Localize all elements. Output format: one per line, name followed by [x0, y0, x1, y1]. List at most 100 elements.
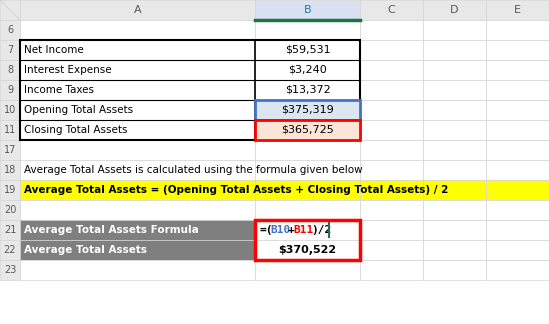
Text: =(: =( — [259, 225, 272, 235]
Bar — [255, 40, 360, 60]
Bar — [486, 220, 549, 240]
Text: B: B — [304, 5, 311, 15]
Bar — [423, 200, 486, 220]
Bar — [486, 200, 549, 220]
Text: 22: 22 — [4, 245, 16, 255]
Bar — [255, 240, 360, 260]
Text: 18: 18 — [4, 165, 16, 175]
Bar — [360, 40, 423, 60]
Text: Net Income: Net Income — [24, 45, 84, 55]
Bar — [20, 240, 255, 260]
Bar — [255, 200, 360, 220]
Text: 6: 6 — [7, 25, 13, 35]
Bar — [360, 120, 423, 140]
Text: 19: 19 — [4, 185, 16, 195]
Bar — [0, 0, 20, 20]
Text: Average Total Assets = (Opening Total Assets + Closing Total Assets) / 2: Average Total Assets = (Opening Total As… — [24, 185, 449, 195]
Bar — [20, 140, 255, 160]
Bar — [486, 40, 549, 60]
Text: Opening Total Assets: Opening Total Assets — [24, 105, 133, 115]
Bar — [423, 180, 486, 200]
Bar — [20, 220, 255, 240]
Text: 23: 23 — [4, 265, 16, 275]
Bar — [423, 120, 486, 140]
Text: 8: 8 — [7, 65, 13, 75]
Bar — [255, 220, 360, 240]
Bar — [20, 0, 255, 20]
Bar — [423, 60, 486, 80]
Bar — [423, 0, 486, 20]
Bar — [255, 220, 360, 240]
Bar — [20, 60, 255, 80]
Text: 10: 10 — [4, 105, 16, 115]
Bar — [255, 140, 360, 160]
Bar — [486, 60, 549, 80]
Bar — [0, 240, 20, 260]
Bar — [486, 100, 549, 120]
Text: E: E — [514, 5, 521, 15]
Bar — [486, 80, 549, 100]
Text: $13,372: $13,372 — [284, 85, 330, 95]
Bar — [0, 40, 20, 60]
Bar — [486, 0, 549, 20]
Text: $3,240: $3,240 — [288, 65, 327, 75]
Bar — [20, 160, 255, 180]
Bar — [20, 180, 255, 200]
Bar — [486, 260, 549, 280]
Text: Income Taxes: Income Taxes — [24, 85, 94, 95]
Bar — [360, 260, 423, 280]
Bar — [423, 140, 486, 160]
Bar — [360, 180, 423, 200]
Text: $370,522: $370,522 — [278, 245, 337, 255]
Text: 11: 11 — [4, 125, 16, 135]
Text: Average Total Assets is calculated using the formula given below: Average Total Assets is calculated using… — [24, 165, 363, 175]
Bar — [0, 80, 20, 100]
Bar — [255, 80, 360, 100]
Bar — [423, 40, 486, 60]
Bar — [360, 0, 423, 20]
Bar — [255, 100, 360, 120]
Text: )/2: )/2 — [311, 225, 332, 235]
Bar — [423, 100, 486, 120]
Text: $375,319: $375,319 — [281, 105, 334, 115]
Bar — [255, 0, 360, 20]
Text: B10: B10 — [271, 225, 291, 235]
Bar — [360, 20, 423, 40]
Text: Closing Total Assets: Closing Total Assets — [24, 125, 127, 135]
Bar — [486, 140, 549, 160]
Text: 17: 17 — [4, 145, 16, 155]
Text: 9: 9 — [7, 85, 13, 95]
Bar — [423, 240, 486, 260]
Bar — [255, 120, 360, 140]
Text: C: C — [388, 5, 395, 15]
Bar — [486, 20, 549, 40]
Bar — [0, 160, 20, 180]
Bar — [423, 260, 486, 280]
Bar — [20, 100, 255, 120]
Bar — [486, 240, 549, 260]
Bar — [360, 100, 423, 120]
Bar — [486, 160, 549, 180]
Bar — [486, 120, 549, 140]
Bar — [423, 20, 486, 40]
Text: Average Total Assets Formula: Average Total Assets Formula — [24, 225, 199, 235]
Bar — [0, 140, 20, 160]
Bar — [360, 240, 423, 260]
Text: 20: 20 — [4, 205, 16, 215]
Bar — [0, 200, 20, 220]
Bar — [20, 200, 255, 220]
Text: Interest Expense: Interest Expense — [24, 65, 111, 75]
Bar — [255, 260, 360, 280]
Bar — [20, 80, 255, 100]
Bar — [0, 180, 20, 200]
Text: $59,531: $59,531 — [285, 45, 330, 55]
Bar — [423, 220, 486, 240]
Text: D: D — [450, 5, 459, 15]
Text: B11: B11 — [294, 225, 314, 235]
Bar — [255, 100, 360, 120]
Text: $365,725: $365,725 — [281, 125, 334, 135]
Text: 7: 7 — [7, 45, 13, 55]
Bar — [423, 160, 486, 180]
Bar — [20, 20, 255, 40]
Bar — [0, 260, 20, 280]
